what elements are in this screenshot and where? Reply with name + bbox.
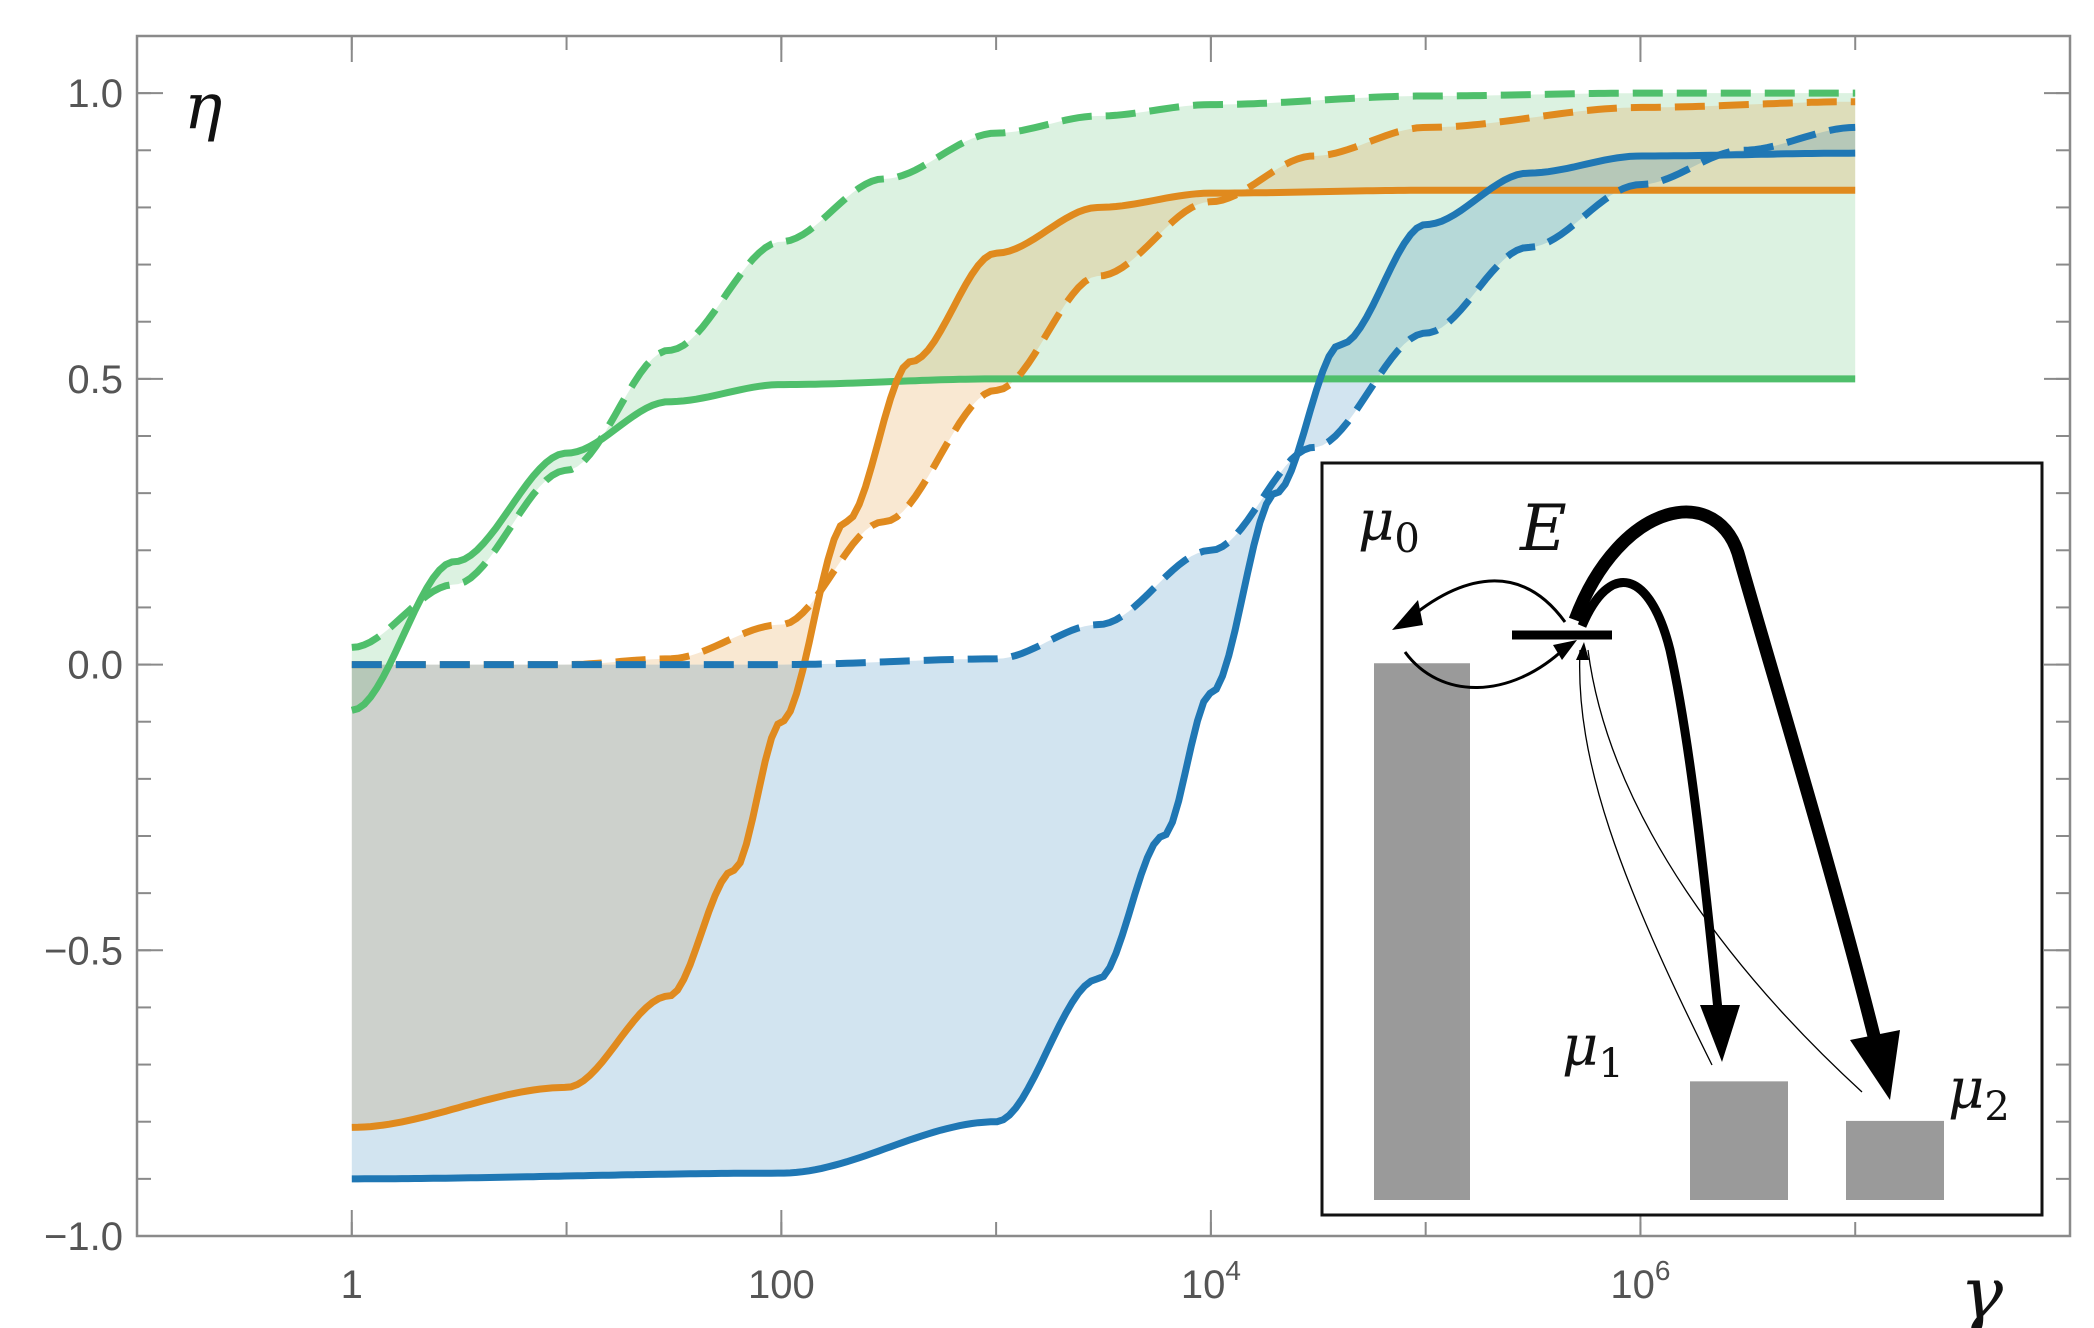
y-tick-label: 1.0 (67, 72, 123, 116)
inset-label-mu1: μ1 (1562, 1014, 1624, 1087)
blue-band (351, 127, 1856, 1179)
series-blue-dashed (351, 123, 1856, 669)
y-axis-label: η (184, 70, 222, 144)
y-tick-label: −1.0 (44, 1215, 123, 1259)
inset-label-mu2: μ2 (1948, 1057, 2010, 1130)
arrow-e-to-mu2 (1568, 505, 1882, 1042)
inset-bar-mu0 (1374, 663, 1470, 1200)
arrow-e-to-mu1 (1577, 578, 1723, 1011)
arrow-mu0-to-e (1403, 646, 1567, 689)
arrow-e-to-mu0 (1404, 579, 1567, 624)
x-axis-label: γ (1960, 1251, 2004, 1328)
inset-label-mu0: μ0 (1358, 489, 1420, 562)
y-tick-label: 0.5 (67, 358, 123, 402)
green-band (351, 93, 1856, 711)
inset-bar-mu1 (1690, 1081, 1788, 1200)
inset-label-energy: E (1519, 492, 1567, 566)
inset-bars (1374, 663, 1944, 1200)
series-orange-solid (351, 186, 1856, 1131)
arrowhead-mu2 (1850, 1030, 1900, 1100)
arrow-mu1-to-e (1578, 649, 1713, 1066)
arrowhead-mu0 (1392, 600, 1423, 630)
series-orange-dashed (351, 98, 1856, 669)
arrowhead-e-from-mu0 (1553, 640, 1577, 660)
y-tick-label: 0.0 (67, 644, 123, 688)
series-blue-solid (351, 149, 1856, 1183)
y-tick-label: −0.5 (44, 929, 123, 973)
series-green-dashed (351, 89, 1856, 651)
x-tick-label: 1 (341, 1263, 363, 1307)
x-tick-label: 106 (1610, 1255, 1670, 1307)
inset-diagram: μ0 E μ1 μ2 (1320, 461, 2044, 1217)
inset-bar-mu2 (1846, 1120, 1944, 1200)
series-layer (350, 89, 1856, 1183)
arrowhead-mu1 (1700, 1005, 1740, 1062)
arrowhead-e-from-mu1 (1576, 642, 1589, 660)
x-tick-label: 104 (1181, 1255, 1241, 1307)
arrow-mu2-to-e (1587, 649, 1863, 1093)
plot-frame (135, 34, 2072, 1238)
x-tick-label: 100 (748, 1263, 815, 1307)
